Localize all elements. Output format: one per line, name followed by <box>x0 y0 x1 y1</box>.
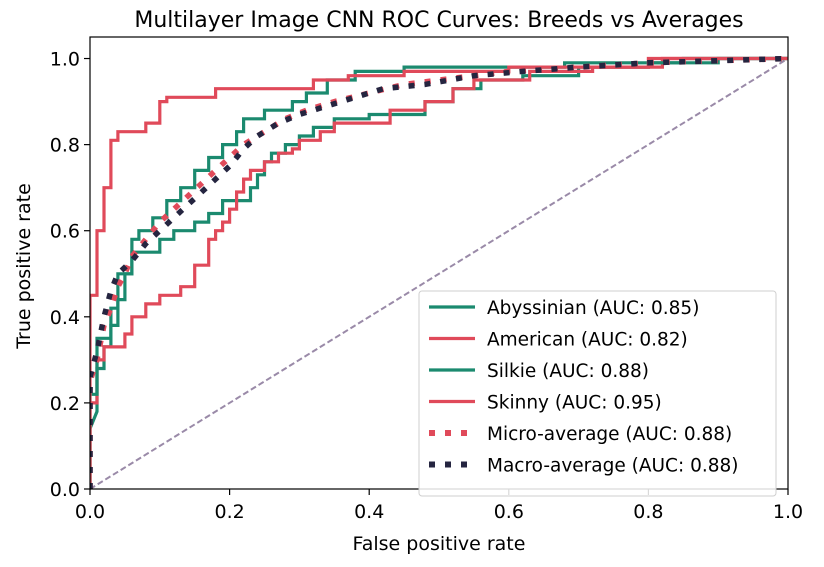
y-tick-label: 0.0 <box>50 479 80 501</box>
legend-label: Abyssinian (AUC: 0.85) <box>487 298 699 319</box>
legend-label: Skinny (AUC: 0.95) <box>487 393 662 414</box>
series-line-5 <box>90 55 788 489</box>
x-tick-label: 0.8 <box>633 501 663 523</box>
y-axis-label: True positive rate <box>13 183 35 350</box>
legend-label: American (AUC: 0.82) <box>487 330 688 351</box>
series-line-0 <box>90 56 788 489</box>
series-layer <box>90 55 788 490</box>
legend-box <box>418 290 777 497</box>
legend-label: Silkie (AUC: 0.88) <box>487 361 649 382</box>
y-tick-label: 0.6 <box>50 221 80 243</box>
x-tick-label: 0.2 <box>214 501 244 523</box>
x-tick-label: 0.6 <box>494 501 524 523</box>
x-tick-label: 1.0 <box>773 501 803 523</box>
ticks-layer: 0.0 0.2 0.4 0.6 0.8 1.0 0.0 0.2 0.4 0.6 0.8 1.0 <box>50 49 803 523</box>
y-tick-label: 0.4 <box>50 307 80 329</box>
x-axis-label: False positive rate <box>353 533 526 555</box>
y-tick-label: 1.0 <box>50 49 80 71</box>
x-tick-label: 0.0 <box>75 501 105 523</box>
series-line-1 <box>90 56 788 489</box>
series-line-6 <box>90 57 788 490</box>
series-line-3 <box>90 56 788 489</box>
legend-label: Micro-average (AUC: 0.88) <box>487 424 732 445</box>
legend: Abyssinian (AUC: 0.85) American (AUC: 0.8… <box>418 290 777 497</box>
legend-label: Macro-average (AUC: 0.88) <box>487 456 738 477</box>
chart-title: Multilayer Image CNN ROC Curves: Breeds … <box>134 8 743 33</box>
x-tick-label: 0.4 <box>354 501 384 523</box>
y-tick-label: 0.8 <box>50 135 80 157</box>
y-tick-label: 0.2 <box>50 393 80 415</box>
